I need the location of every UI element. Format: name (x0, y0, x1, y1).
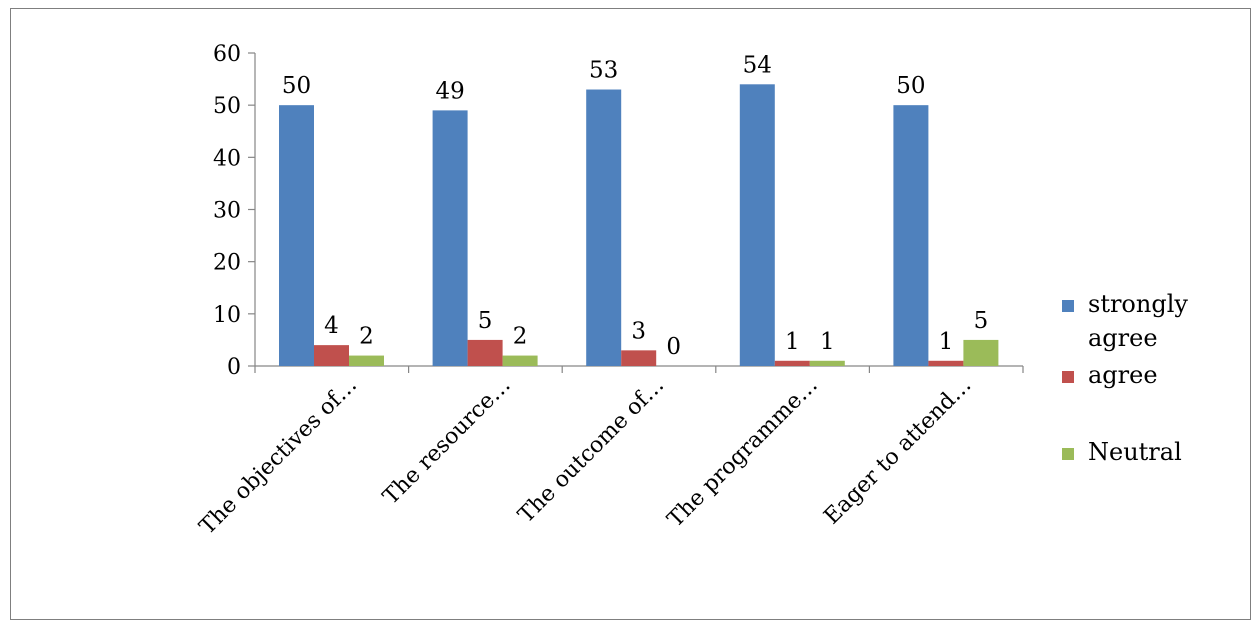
data-label: 0 (666, 334, 681, 360)
bar (621, 350, 657, 366)
data-label: 50 (282, 73, 311, 99)
bar (314, 345, 349, 366)
legend-swatch (1062, 448, 1074, 460)
bar (432, 110, 468, 366)
y-tick-label: 20 (213, 251, 241, 276)
data-label: 2 (359, 324, 374, 350)
y-tick-label: 50 (213, 94, 241, 119)
data-label: 4 (324, 313, 339, 339)
data-label: 2 (513, 324, 528, 350)
bar (893, 105, 929, 367)
bar (279, 105, 314, 367)
y-tick-label: 0 (227, 355, 241, 380)
bar (739, 84, 775, 367)
data-label: 5 (478, 308, 493, 334)
legend-label: agree (1088, 361, 1158, 389)
bar (928, 360, 964, 366)
legend-swatch (1062, 371, 1074, 383)
x-category-label: The programme… (663, 373, 823, 533)
x-category-label: Eager to attend… (820, 373, 977, 530)
legend-swatch (1062, 300, 1074, 312)
bar (963, 339, 999, 366)
legend: strongly agree agree Neutral (1062, 290, 1188, 466)
y-tick-label: 30 (213, 199, 241, 224)
bar (467, 339, 503, 366)
y-tick-label: 40 (213, 146, 241, 171)
bar (586, 89, 622, 367)
data-label: 5 (974, 308, 989, 334)
x-category-label: The objectives of… (195, 373, 362, 540)
y-tick-label: 10 (213, 303, 241, 328)
data-label: 49 (435, 78, 464, 104)
x-category-label: The resource… (378, 373, 515, 510)
x-category-label: The outcome of… (514, 373, 670, 529)
bar (774, 360, 810, 366)
chart-frame (10, 8, 1251, 620)
legend-label: Neutral (1088, 438, 1182, 466)
bar (809, 360, 845, 366)
data-label: 3 (631, 318, 646, 344)
data-label: 1 (785, 329, 800, 355)
legend-label: strongly agree (1088, 290, 1188, 352)
data-label: 53 (589, 58, 618, 84)
bar (502, 355, 538, 366)
data-label: 50 (896, 73, 925, 99)
data-label: 1 (820, 329, 835, 355)
y-tick-label: 60 (213, 42, 241, 67)
bar (349, 355, 384, 366)
bars (279, 84, 999, 367)
data-label: 1 (939, 329, 954, 355)
data-label: 54 (743, 52, 772, 78)
